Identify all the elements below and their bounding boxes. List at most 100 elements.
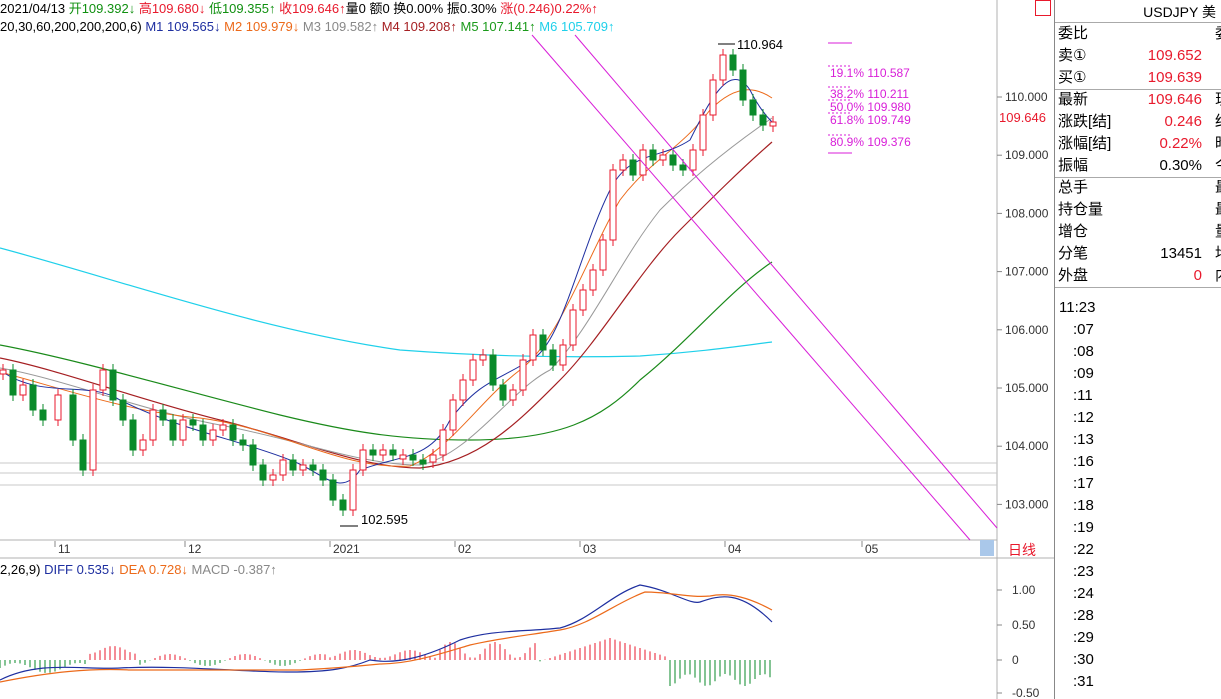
time-tick-label: 2021 <box>333 542 360 556</box>
trendline-1[interactable] <box>531 34 971 541</box>
candle-body <box>359 449 367 471</box>
macd-tick-label: -0.50 <box>1012 686 1040 699</box>
candle-body <box>249 444 257 466</box>
candle-body <box>39 409 47 421</box>
candle-body <box>179 419 187 441</box>
time-scrollbar-thumb[interactable] <box>980 540 994 556</box>
candle-body <box>589 269 597 291</box>
tick-time: :12 <box>1073 409 1094 426</box>
candle-body <box>769 121 777 127</box>
candle-body <box>709 79 717 116</box>
candle-body <box>469 359 477 381</box>
quote-tail: 量 <box>1215 221 1221 243</box>
price-tick-label: 106.000 <box>1005 323 1049 337</box>
quote-row: 卖① 109.652 <box>1055 45 1221 67</box>
turnover-value: 换0.00% <box>393 1 444 16</box>
macd-dea-line <box>0 591 773 683</box>
symbol-header[interactable]: USDJPY 美 <box>1055 0 1221 23</box>
macd-tick-label: 1.00 <box>1012 583 1036 597</box>
ma-m2: M2 109.979↓ <box>224 19 300 34</box>
candle-body <box>369 449 377 456</box>
panel-toggle-button[interactable] <box>1035 0 1051 16</box>
quote-tail: 均 <box>1215 243 1221 265</box>
panel-separator <box>1055 177 1221 178</box>
candle-body <box>289 459 297 471</box>
candle-body <box>629 159 637 176</box>
candle-body <box>619 159 627 171</box>
ma-m5-line <box>0 261 773 441</box>
candle-body <box>9 369 17 396</box>
period-day-button[interactable]: 日线 <box>1008 542 1036 558</box>
price-tick-label: 104.000 <box>1005 439 1049 453</box>
high-value: 高109.680↓ <box>138 1 206 16</box>
quote-row: 外盘 0内 <box>1055 265 1221 287</box>
candle-body <box>319 469 327 481</box>
quote-label: 最新 <box>1058 91 1089 108</box>
quote-label: 总手 <box>1058 179 1089 196</box>
trendline-2[interactable] <box>574 34 998 529</box>
quote-label: 委比 <box>1058 25 1089 42</box>
quote-row: 持仓量 最 <box>1055 199 1221 221</box>
quote-value: 0.246 <box>1164 113 1202 130</box>
tick-time: :08 <box>1073 343 1094 360</box>
quote-row: 最新 109.646 现 <box>1055 89 1221 111</box>
tick-time: :18 <box>1073 497 1094 514</box>
candle-body <box>669 154 677 166</box>
macd-diff: DIFF 0.535↓ <box>44 562 116 577</box>
candle-body <box>439 429 447 456</box>
quote-value: 109.646 <box>1147 91 1202 108</box>
quote-tail: 最 <box>1215 199 1221 221</box>
fib-level-label: 80.9% 109.376 <box>830 135 911 149</box>
candle-body <box>259 464 267 481</box>
candle-body <box>479 354 487 361</box>
macd-tick-label: 0 <box>1012 653 1019 667</box>
candle-body <box>489 354 497 386</box>
candle-body <box>609 169 617 241</box>
candle-body <box>279 459 287 476</box>
candle-body <box>679 164 687 171</box>
ma-m4: M4 109.208↑ <box>381 19 457 34</box>
tick-time: :22 <box>1073 541 1094 558</box>
candle-body <box>409 454 417 461</box>
quote-row: 涨跌[结] 0.246 结 <box>1055 111 1221 133</box>
candle-body <box>0 369 7 375</box>
ma-legend-bar: 20,30,60,200,200,200,6) M1 109.565↓ M2 1… <box>0 18 614 36</box>
quote-row: 振幅 0.30% 今 <box>1055 155 1221 177</box>
ma-m2-line <box>0 89 773 467</box>
macd-params: 2,26,9) <box>0 562 41 577</box>
time-tick-label: 12 <box>188 542 202 556</box>
quote-row: 涨幅[结] 0.22% 昨 <box>1055 133 1221 155</box>
candle-body <box>739 69 747 101</box>
quote-tail: 昨 <box>1215 133 1221 155</box>
candle-body <box>509 389 517 401</box>
quote-row: 委比 委 <box>1055 23 1221 45</box>
macd-value: MACD -0.387↑ <box>191 562 277 577</box>
quote-value: 13451 <box>1160 245 1202 262</box>
tick-time: :29 <box>1073 629 1094 646</box>
candle-body <box>19 384 27 396</box>
price-tick-label: 110.000 <box>1005 90 1048 104</box>
quote-value: 109.639 <box>1147 69 1202 86</box>
ohlc-info-bar: 2021/04/13 开109.392↓ 高109.680↓ 低109.355↑… <box>0 0 598 18</box>
ma-params: 20,30,60,200,200,200,6) <box>0 19 142 34</box>
time-tick-label: 03 <box>583 542 597 556</box>
candle-body <box>459 379 467 401</box>
candle-body <box>399 454 407 460</box>
candle-body <box>239 439 247 446</box>
macd-diff-line <box>0 584 773 681</box>
quote-label: 涨幅[结] <box>1058 135 1112 152</box>
panel-separator <box>1055 287 1221 288</box>
quote-label: 涨跌[结] <box>1058 113 1112 130</box>
time-tick-label: 11 <box>58 542 71 556</box>
price-chart[interactable]: 110.000 109.000 108.000 107.000 106.000 105.0… <box>0 0 1054 699</box>
open-value: 开109.392↓ <box>68 1 136 16</box>
quote-value: 0 <box>1193 267 1202 284</box>
candle-body <box>109 369 117 401</box>
candle-body <box>189 419 197 426</box>
candle-body <box>499 384 507 401</box>
tick-time: :09 <box>1073 365 1094 382</box>
fib-level-label: 61.8% 109.749 <box>830 113 911 127</box>
candle-body <box>89 389 97 471</box>
candle-body <box>159 409 167 421</box>
